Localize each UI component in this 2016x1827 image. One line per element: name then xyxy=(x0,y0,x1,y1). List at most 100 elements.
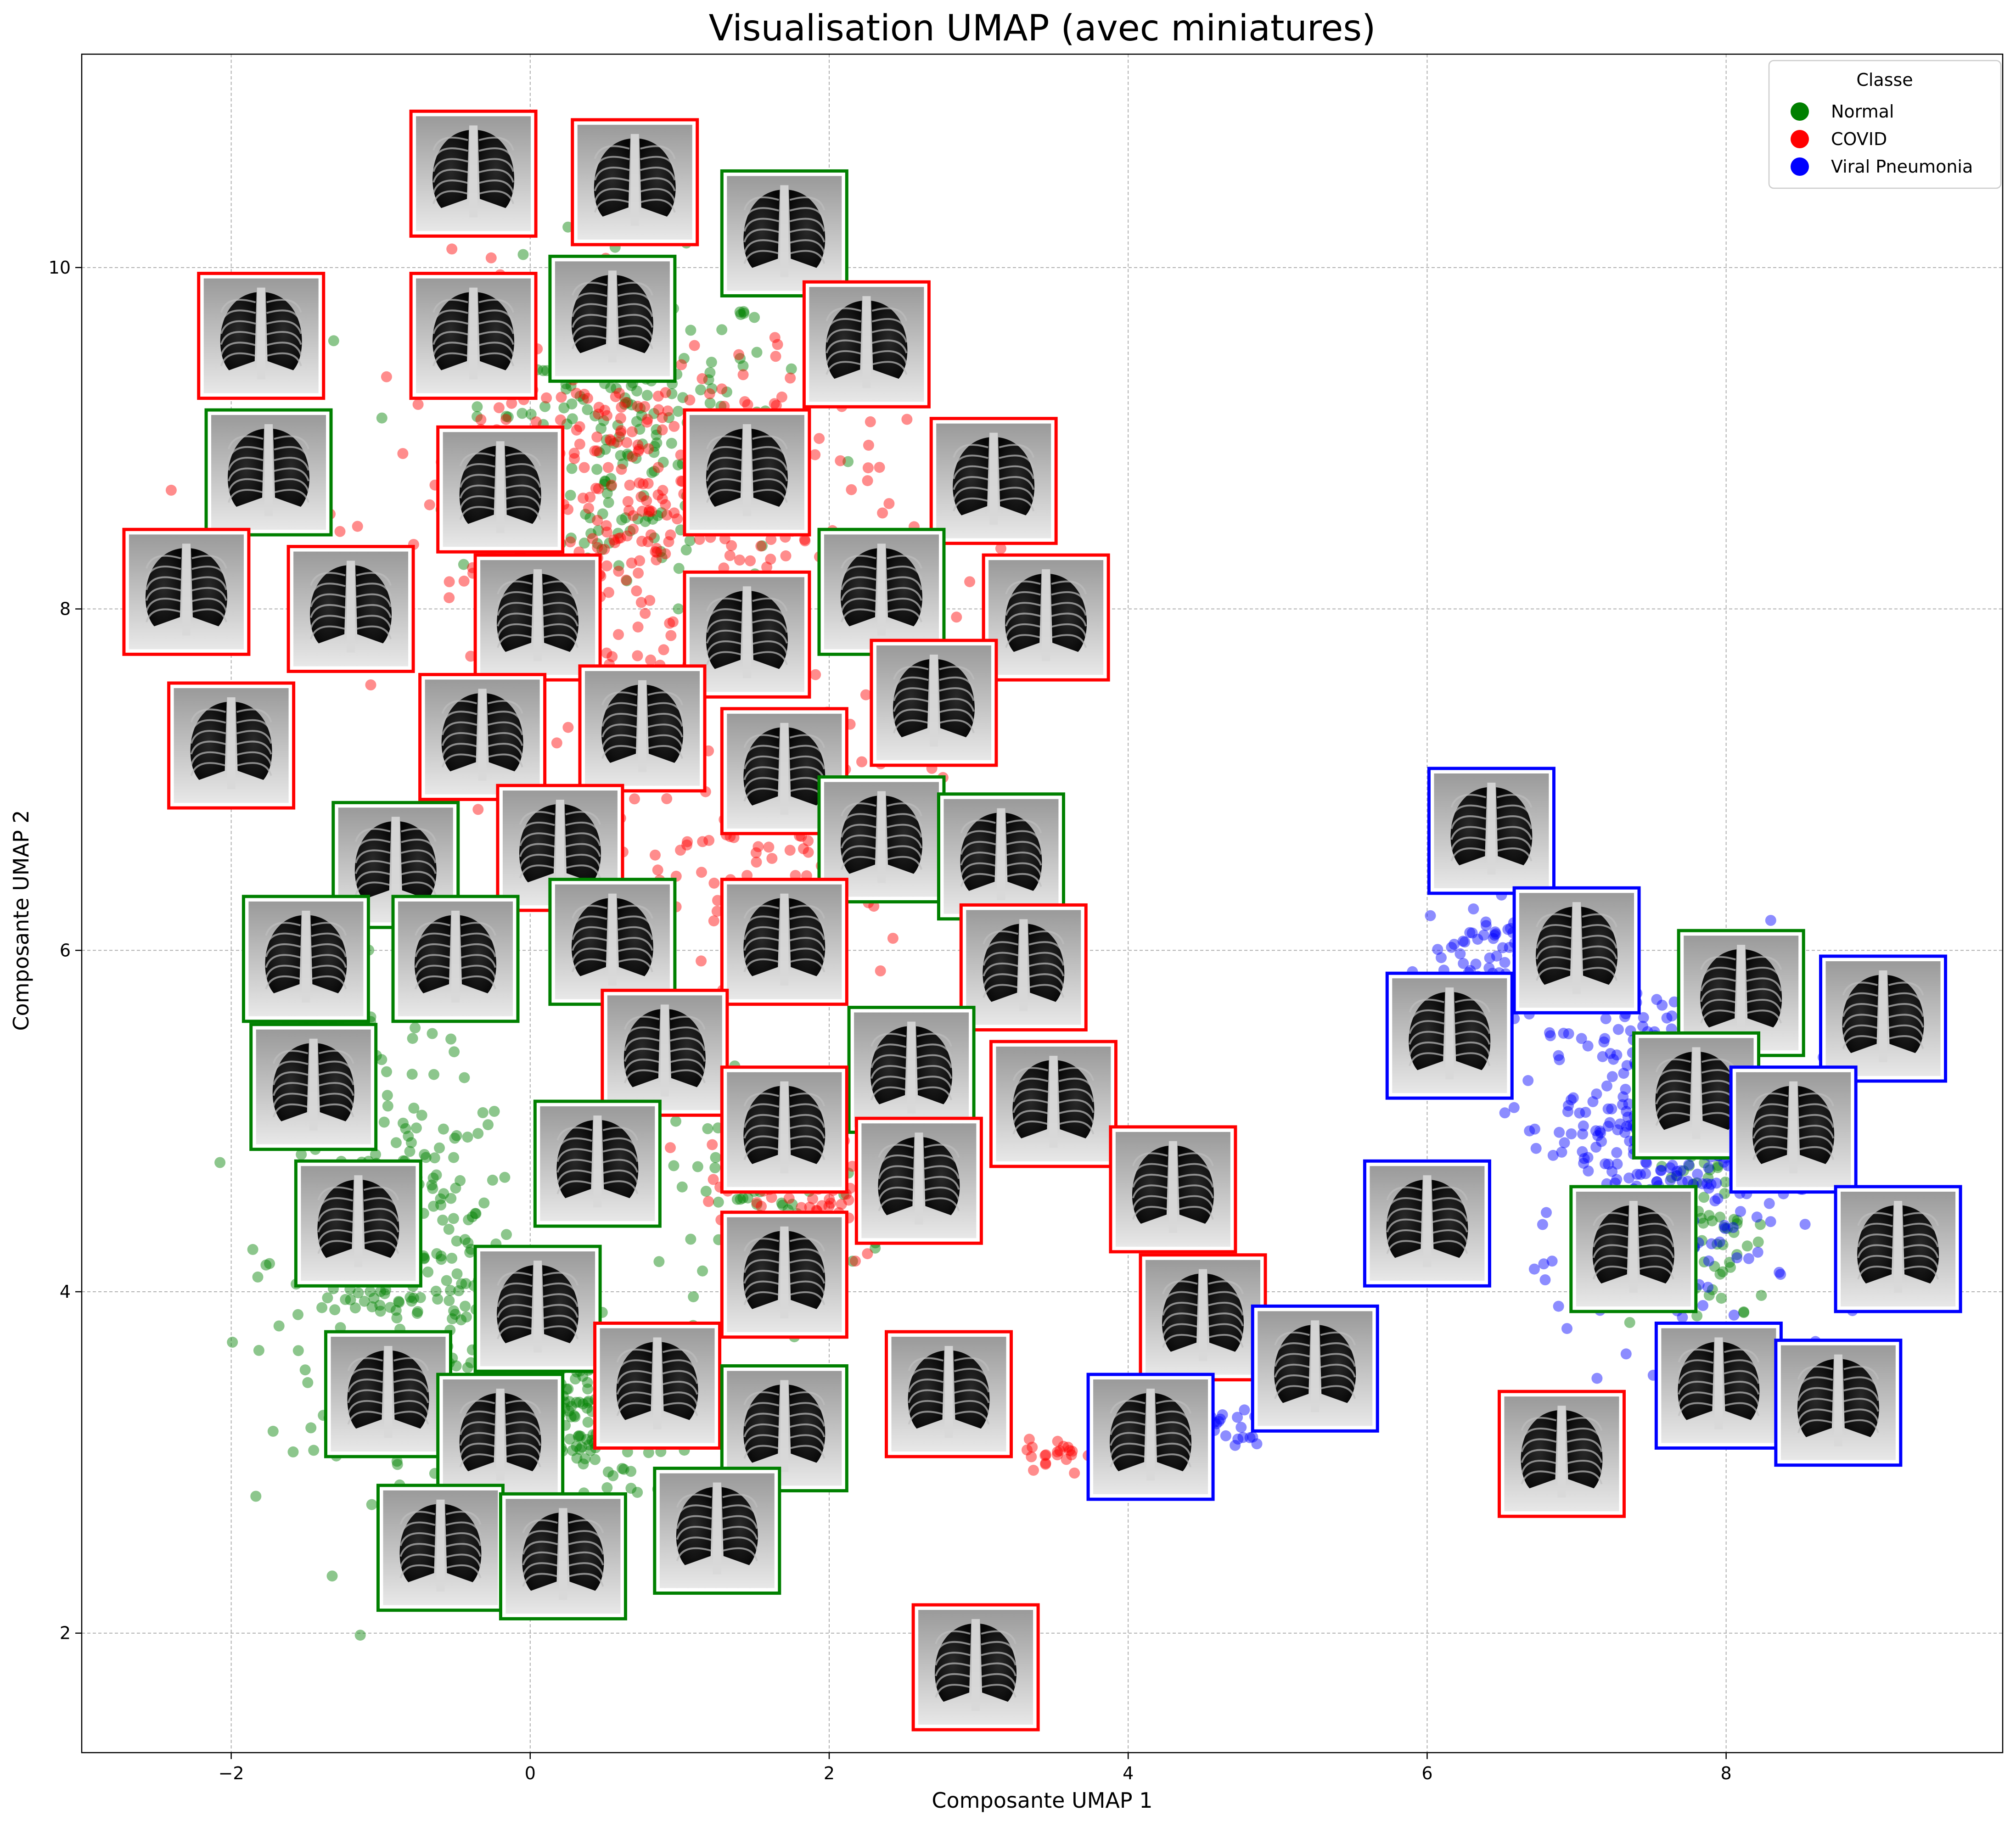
point-viral-pneumonia xyxy=(1621,1121,1632,1132)
point-covid xyxy=(397,448,409,459)
point-normal xyxy=(302,1377,314,1388)
rib xyxy=(363,1218,399,1233)
rib xyxy=(1274,1331,1310,1345)
point-normal xyxy=(292,1345,304,1356)
rib xyxy=(983,930,1018,945)
rib xyxy=(488,743,523,757)
point-covid xyxy=(684,394,696,406)
rib xyxy=(565,811,601,825)
rib xyxy=(663,1359,698,1373)
rib xyxy=(1028,973,1065,987)
point-covid xyxy=(651,543,663,554)
point-covid xyxy=(665,529,676,541)
rib xyxy=(752,651,788,665)
thumbnail-normal xyxy=(294,1159,422,1288)
point-covid xyxy=(562,504,574,515)
rib xyxy=(478,309,514,324)
x-axis-label: Composante UMAP 1 xyxy=(932,1788,1152,1813)
point-covid xyxy=(1026,1451,1037,1463)
rib xyxy=(571,947,607,962)
point-normal xyxy=(777,1199,788,1211)
point-normal xyxy=(398,1117,409,1129)
rib xyxy=(1386,1229,1422,1244)
rib xyxy=(706,489,742,503)
point-normal xyxy=(1717,1266,1729,1278)
point-viral-pneumonia xyxy=(1664,1162,1676,1173)
rib xyxy=(706,651,742,665)
thumbnail-normal xyxy=(817,527,946,656)
rib xyxy=(1582,913,1617,927)
point-normal xyxy=(703,374,714,386)
spine xyxy=(1019,919,1028,1011)
thumbnail-border-covid xyxy=(122,527,251,656)
spine xyxy=(469,125,478,218)
point-covid xyxy=(807,1193,818,1205)
thumbnail-border-normal xyxy=(720,169,848,297)
point-covid xyxy=(650,849,661,861)
point-normal xyxy=(1698,1256,1710,1267)
thumbnail-border-covid xyxy=(197,272,326,400)
thumbnail-covid xyxy=(578,664,707,793)
point-normal xyxy=(757,540,768,552)
rib xyxy=(272,1071,309,1086)
point-covid xyxy=(632,439,644,451)
rib xyxy=(1536,924,1572,938)
rib xyxy=(265,975,301,990)
point-normal xyxy=(376,412,387,424)
point-normal xyxy=(749,312,760,323)
point-covid xyxy=(556,392,567,403)
rib xyxy=(1798,1135,1835,1149)
point-normal xyxy=(1624,1317,1635,1328)
point-viral-pneumonia xyxy=(1244,1432,1256,1443)
rib xyxy=(743,958,779,972)
point-normal xyxy=(619,398,630,410)
point-covid xyxy=(672,513,683,525)
point-normal xyxy=(601,434,612,446)
point-normal xyxy=(1738,1306,1749,1317)
point-normal xyxy=(1671,1170,1683,1182)
rib xyxy=(459,463,495,477)
point-viral-pneumonia xyxy=(1232,1433,1244,1445)
rib xyxy=(640,156,676,170)
point-normal xyxy=(608,437,620,449)
rib xyxy=(354,828,391,842)
point-normal xyxy=(446,1253,458,1264)
rib xyxy=(497,1314,533,1329)
point-viral-pneumonia xyxy=(1763,1198,1775,1209)
point-viral-pneumonia xyxy=(1731,1252,1743,1263)
rib xyxy=(272,1103,309,1118)
point-covid xyxy=(637,478,649,490)
rib xyxy=(893,719,929,734)
point-covid xyxy=(816,1200,828,1211)
rib xyxy=(556,1148,592,1162)
rib xyxy=(871,307,908,321)
rib xyxy=(1012,1077,1048,1092)
point-viral-pneumonia xyxy=(1576,1033,1587,1044)
rib xyxy=(1746,998,1782,1013)
rib xyxy=(266,298,302,313)
rib xyxy=(543,591,579,605)
rib xyxy=(935,1684,971,1698)
rib xyxy=(752,457,788,471)
rib xyxy=(432,168,468,183)
rib xyxy=(1132,1163,1168,1177)
point-viral-pneumonia xyxy=(1491,950,1502,962)
thumbnail-border-viral-pneumonia xyxy=(1512,886,1641,1014)
rib xyxy=(1178,1173,1214,1188)
rib xyxy=(522,1562,558,1576)
rib xyxy=(432,342,468,356)
rib xyxy=(265,943,301,958)
rib xyxy=(460,943,496,958)
rib xyxy=(317,1208,353,1222)
point-normal xyxy=(400,1123,411,1134)
rib xyxy=(935,1662,971,1676)
thumbnail-border-covid xyxy=(884,1330,1013,1458)
point-viral-pneumonia xyxy=(1217,1409,1228,1420)
rib xyxy=(1028,952,1065,966)
rib xyxy=(1409,1041,1444,1056)
rib xyxy=(146,555,181,569)
rib xyxy=(1903,1222,1939,1237)
rib xyxy=(676,1494,712,1508)
rib xyxy=(670,1059,706,1073)
point-covid xyxy=(571,424,582,436)
